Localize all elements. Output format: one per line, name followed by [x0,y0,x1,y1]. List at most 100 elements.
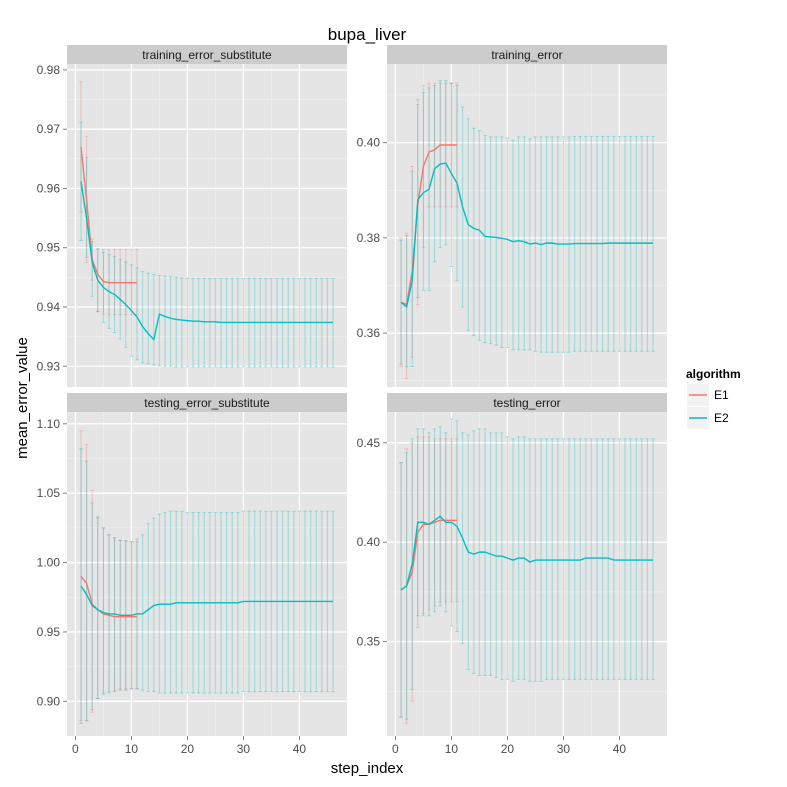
error-bar-e2 [511,139,515,351]
strip-testing-error [387,393,667,412]
error-bar-e2 [421,92,426,291]
error-bar-e1 [427,82,431,208]
y-tick-label: 0.93 [37,359,61,373]
y-tick-label: 0.40 [357,136,381,150]
error-bar-e2 [651,438,655,680]
error-bar-e2 [157,275,162,367]
error-bar-e1 [427,436,431,611]
error-bar-e2 [152,273,156,366]
error-bar-e2 [494,136,498,346]
error-bar-e2 [505,137,510,348]
error-bar-e2 [640,438,644,680]
x-axis-title: step_index [331,760,404,777]
error-bar-e2 [472,430,476,674]
error-bar-e2 [606,135,610,352]
error-bar-e2 [612,135,616,352]
error-bar-e2 [483,134,487,344]
error-bar-e2 [645,135,650,352]
y-tick-label: 0.97 [37,122,61,136]
x-tick-label: 10 [125,742,139,756]
error-bar-e2 [180,277,184,368]
error-bar-e2 [628,135,633,352]
error-bar-e2 [146,272,150,365]
y-tick-label: 0.35 [357,635,381,649]
error-bar-e2 [628,438,633,680]
y-tick-label: 1.05 [37,486,61,500]
x-tick-label: 40 [293,742,307,756]
series-line-e1 [80,575,137,618]
strip-training-error-substitute [67,45,347,64]
error-bar-e1 [79,430,83,722]
error-bar-e2 [533,136,538,352]
x-tick-label: 40 [613,742,627,756]
error-bar-e2 [595,438,599,680]
panel-testing-error-substitute: testing_error_substitute 0.90 0.95 1.00 1.05… [37,393,347,756]
strip-label: training_error [491,48,562,62]
error-bar-e2 [561,438,566,680]
error-bar-e2 [623,438,627,680]
error-bar-e2 [101,527,106,695]
error-bar-e2 [578,438,582,680]
legend-label: E2 [714,411,729,425]
error-bar-e2 [399,462,403,718]
error-bar-e1 [399,462,403,718]
error-bar-e2 [572,438,577,680]
error-bar-e2 [168,276,173,367]
error-bar-e2 [640,135,644,352]
error-bar-e2 [500,136,504,348]
error-bar-e2 [163,275,167,367]
y-tick-label: 0.98 [37,63,61,77]
series-line-e1 [400,144,457,306]
x-tick-label: 30 [557,742,571,756]
panel-training-error: training_error 0.36 0.38 0.40 [357,45,667,387]
error-bar-e2 [550,136,554,353]
error-bar-e2 [79,121,83,242]
y-tick-label: 0.95 [37,625,61,639]
x-tick-label: 20 [501,742,515,756]
error-bar-e2 [84,460,89,722]
error-bar-e2 [432,84,437,263]
series-group [79,430,335,725]
legend-entry-e2: E2 [687,407,729,429]
chart-title: bupa_liver [328,25,407,44]
error-bar-e2 [140,534,145,691]
error-bar-e2 [488,136,493,345]
x-tick-label: 20 [181,742,195,756]
x-tick-label: 0 [392,742,399,756]
error-bar-e2 [472,127,476,337]
error-bar-e2 [202,278,206,368]
error-bar-e2 [600,438,605,680]
error-bar-e1 [410,165,414,358]
error-bar-e1 [96,517,100,700]
error-bar-e1 [90,489,94,713]
error-bar-e2 [556,438,560,680]
y-tick-label: 0.96 [37,181,61,195]
strip-label: testing_error_substitute [144,396,270,410]
error-bar-e2 [185,277,190,368]
legend-title: algorithm [686,367,741,381]
plot-background [387,412,667,736]
y-tick-label: 0.45 [357,436,381,450]
legend: algorithm E1 E2 [686,367,741,429]
series-group [399,418,655,724]
panel-training-error-substitute: training_error_substitute 0.93 0.94 0.95 0.9… [37,45,347,387]
legend-label: E1 [714,388,729,402]
y-tick-label: 0.90 [37,694,61,708]
error-bar-e2 [606,438,610,680]
error-bar-e2 [140,270,145,364]
legend-entry-e1: E1 [687,384,729,406]
error-bar-e2 [416,99,420,298]
error-bar-e2 [645,438,650,680]
series-line-e2 [400,162,653,309]
error-bar-e2 [477,130,482,341]
x-tick-label: 30 [237,742,251,756]
y-tick-label: 0.36 [357,326,381,340]
panels-group: training_error_substitute 0.93 0.94 0.95 0.9… [37,45,667,756]
error-bar-e2 [617,438,622,680]
series-line-e2 [80,181,333,342]
error-bar-e2 [191,278,195,368]
error-bar-e2 [651,135,655,352]
error-bar-e2 [96,516,100,700]
strip-training-error [387,45,667,64]
error-bar-e2 [208,278,212,368]
